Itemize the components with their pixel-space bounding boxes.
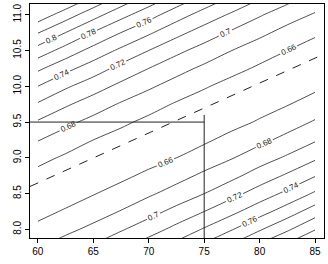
svg-text:8.5: 8.5 — [12, 185, 23, 199]
svg-text:80: 80 — [254, 246, 266, 257]
svg-text:10.5: 10.5 — [12, 39, 23, 59]
svg-text:0.66: 0.66 — [157, 155, 175, 169]
svg-text:0.76: 0.76 — [241, 214, 259, 229]
svg-text:85: 85 — [310, 246, 322, 257]
svg-text:11.0: 11.0 — [12, 3, 23, 22]
svg-text:0.7: 0.7 — [146, 210, 160, 223]
svg-text:0.76: 0.76 — [135, 15, 153, 30]
svg-text:0.74: 0.74 — [282, 180, 300, 195]
svg-text:0.7: 0.7 — [218, 26, 232, 39]
svg-text:10.0: 10.0 — [12, 75, 23, 95]
svg-text:9.5: 9.5 — [12, 113, 23, 127]
svg-text:65: 65 — [88, 246, 100, 257]
svg-text:70: 70 — [143, 246, 155, 257]
svg-text:0.72: 0.72 — [109, 57, 127, 72]
svg-text:9.0: 9.0 — [12, 149, 23, 163]
svg-text:0.8: 0.8 — [44, 33, 58, 46]
svg-text:0.68: 0.68 — [59, 119, 77, 134]
svg-text:60: 60 — [32, 246, 44, 257]
svg-text:0.66: 0.66 — [280, 42, 298, 57]
svg-text:0.72: 0.72 — [226, 190, 244, 205]
svg-text:8.0: 8.0 — [12, 221, 23, 235]
svg-text:0.68: 0.68 — [255, 136, 273, 151]
svg-text:0.78: 0.78 — [80, 27, 98, 42]
svg-text:75: 75 — [199, 246, 211, 257]
svg-text:0.74: 0.74 — [53, 67, 71, 82]
